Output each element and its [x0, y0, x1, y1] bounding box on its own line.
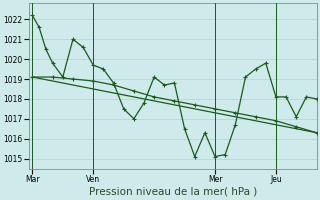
- X-axis label: Pression niveau de la mer( hPa ): Pression niveau de la mer( hPa ): [89, 187, 257, 197]
